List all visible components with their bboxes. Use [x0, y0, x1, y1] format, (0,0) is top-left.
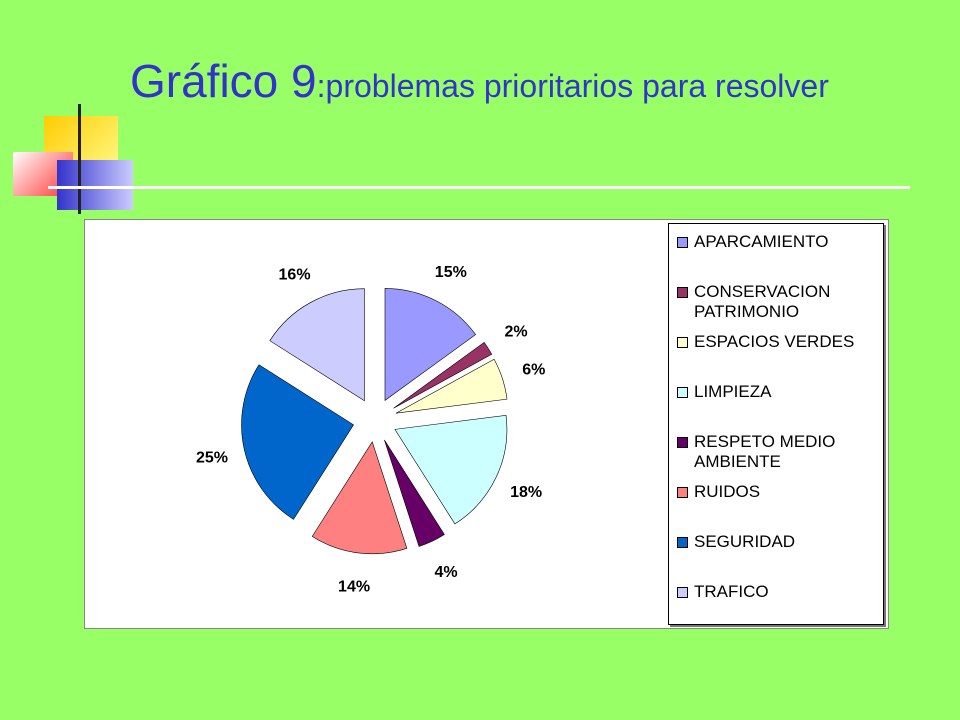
legend-item-trafico: TRAFICO — [677, 582, 884, 602]
chart-area: 15% 2% 6% 18% 4% 14% 25% 16% APARCAMIENTO CONSER… — [84, 219, 889, 629]
legend-label: RUIDOS — [694, 482, 761, 501]
pie-slice-trafico — [269, 288, 365, 402]
title-rule — [48, 186, 910, 189]
pie-chart: 15% 2% 6% 18% 4% 14% 25% 16% — [196, 264, 545, 596]
legend-label: ESPACIOS VERDES — [694, 332, 855, 351]
pie-slice-aparcamiento — [384, 288, 477, 401]
legend-label: RESPETO MEDIO AMBIENTE — [694, 432, 836, 471]
legend-label: SEGURIDAD — [694, 532, 796, 551]
data-label-respeto-medio-ambiente: 4% — [435, 564, 458, 581]
legend-swatch — [677, 487, 688, 498]
pie-slice-conservacion-patrimonio — [393, 341, 493, 409]
legend-item-aparcamiento: APARCAMIENTO — [677, 232, 884, 252]
legend-swatch — [677, 387, 688, 398]
legend-swatch — [677, 337, 688, 348]
legend-swatch — [677, 437, 688, 448]
pie-slice-espacios-verdes — [395, 358, 508, 414]
data-label-trafico: 16% — [279, 267, 311, 284]
legend-swatch — [677, 537, 688, 548]
legend-swatch — [677, 287, 688, 298]
legend-label: APARCAMIENTO — [694, 232, 829, 251]
data-label-seguridad: 25% — [196, 449, 228, 466]
data-label-aparcamiento: 15% — [435, 264, 467, 281]
legend-swatch — [677, 237, 688, 248]
title-rest: :problemas prioritarios para resolver — [316, 68, 829, 104]
legend-swatch — [677, 587, 688, 598]
pie-slice-ruidos — [311, 441, 408, 555]
legend-item-respeto-medio-ambiente: RESPETO MEDIO AMBIENTE — [677, 432, 884, 472]
pie-slice-respeto-medio-ambiente — [384, 439, 445, 547]
legend-item-espacios-verdes: ESPACIOS VERDES — [677, 332, 884, 352]
title-main: Gráfico 9 — [130, 55, 317, 107]
legend-label: LIMPIEZA — [694, 382, 772, 401]
data-label-conservacion-patrimonio: 2% — [504, 324, 527, 341]
legend-item-limpieza: LIMPIEZA — [677, 382, 884, 402]
pie-slice-seguridad — [241, 364, 354, 520]
legend-label: TRAFICO — [694, 582, 769, 601]
data-label-limpieza: 18% — [510, 484, 542, 501]
legend-item-seguridad: SEGURIDAD — [677, 532, 884, 552]
page-title: Gráfico 9:problemas prioritarios para re… — [130, 55, 930, 108]
chart-legend: APARCAMIENTO CONSERVACION PATRIMONIO ESPAC… — [668, 223, 884, 625]
data-label-espacios-verdes: 6% — [522, 361, 545, 378]
legend-item-conservacion-patrimonio: CONSERVACION PATRIMONIO — [677, 282, 884, 322]
pie-slice-limpieza — [394, 414, 508, 525]
data-label-ruidos: 14% — [338, 579, 370, 596]
legend-label: CONSERVACION PATRIMONIO — [694, 282, 831, 321]
vertical-rule — [78, 104, 81, 214]
deco-blue-square — [57, 160, 133, 210]
legend-item-ruidos: RUIDOS — [677, 482, 884, 502]
